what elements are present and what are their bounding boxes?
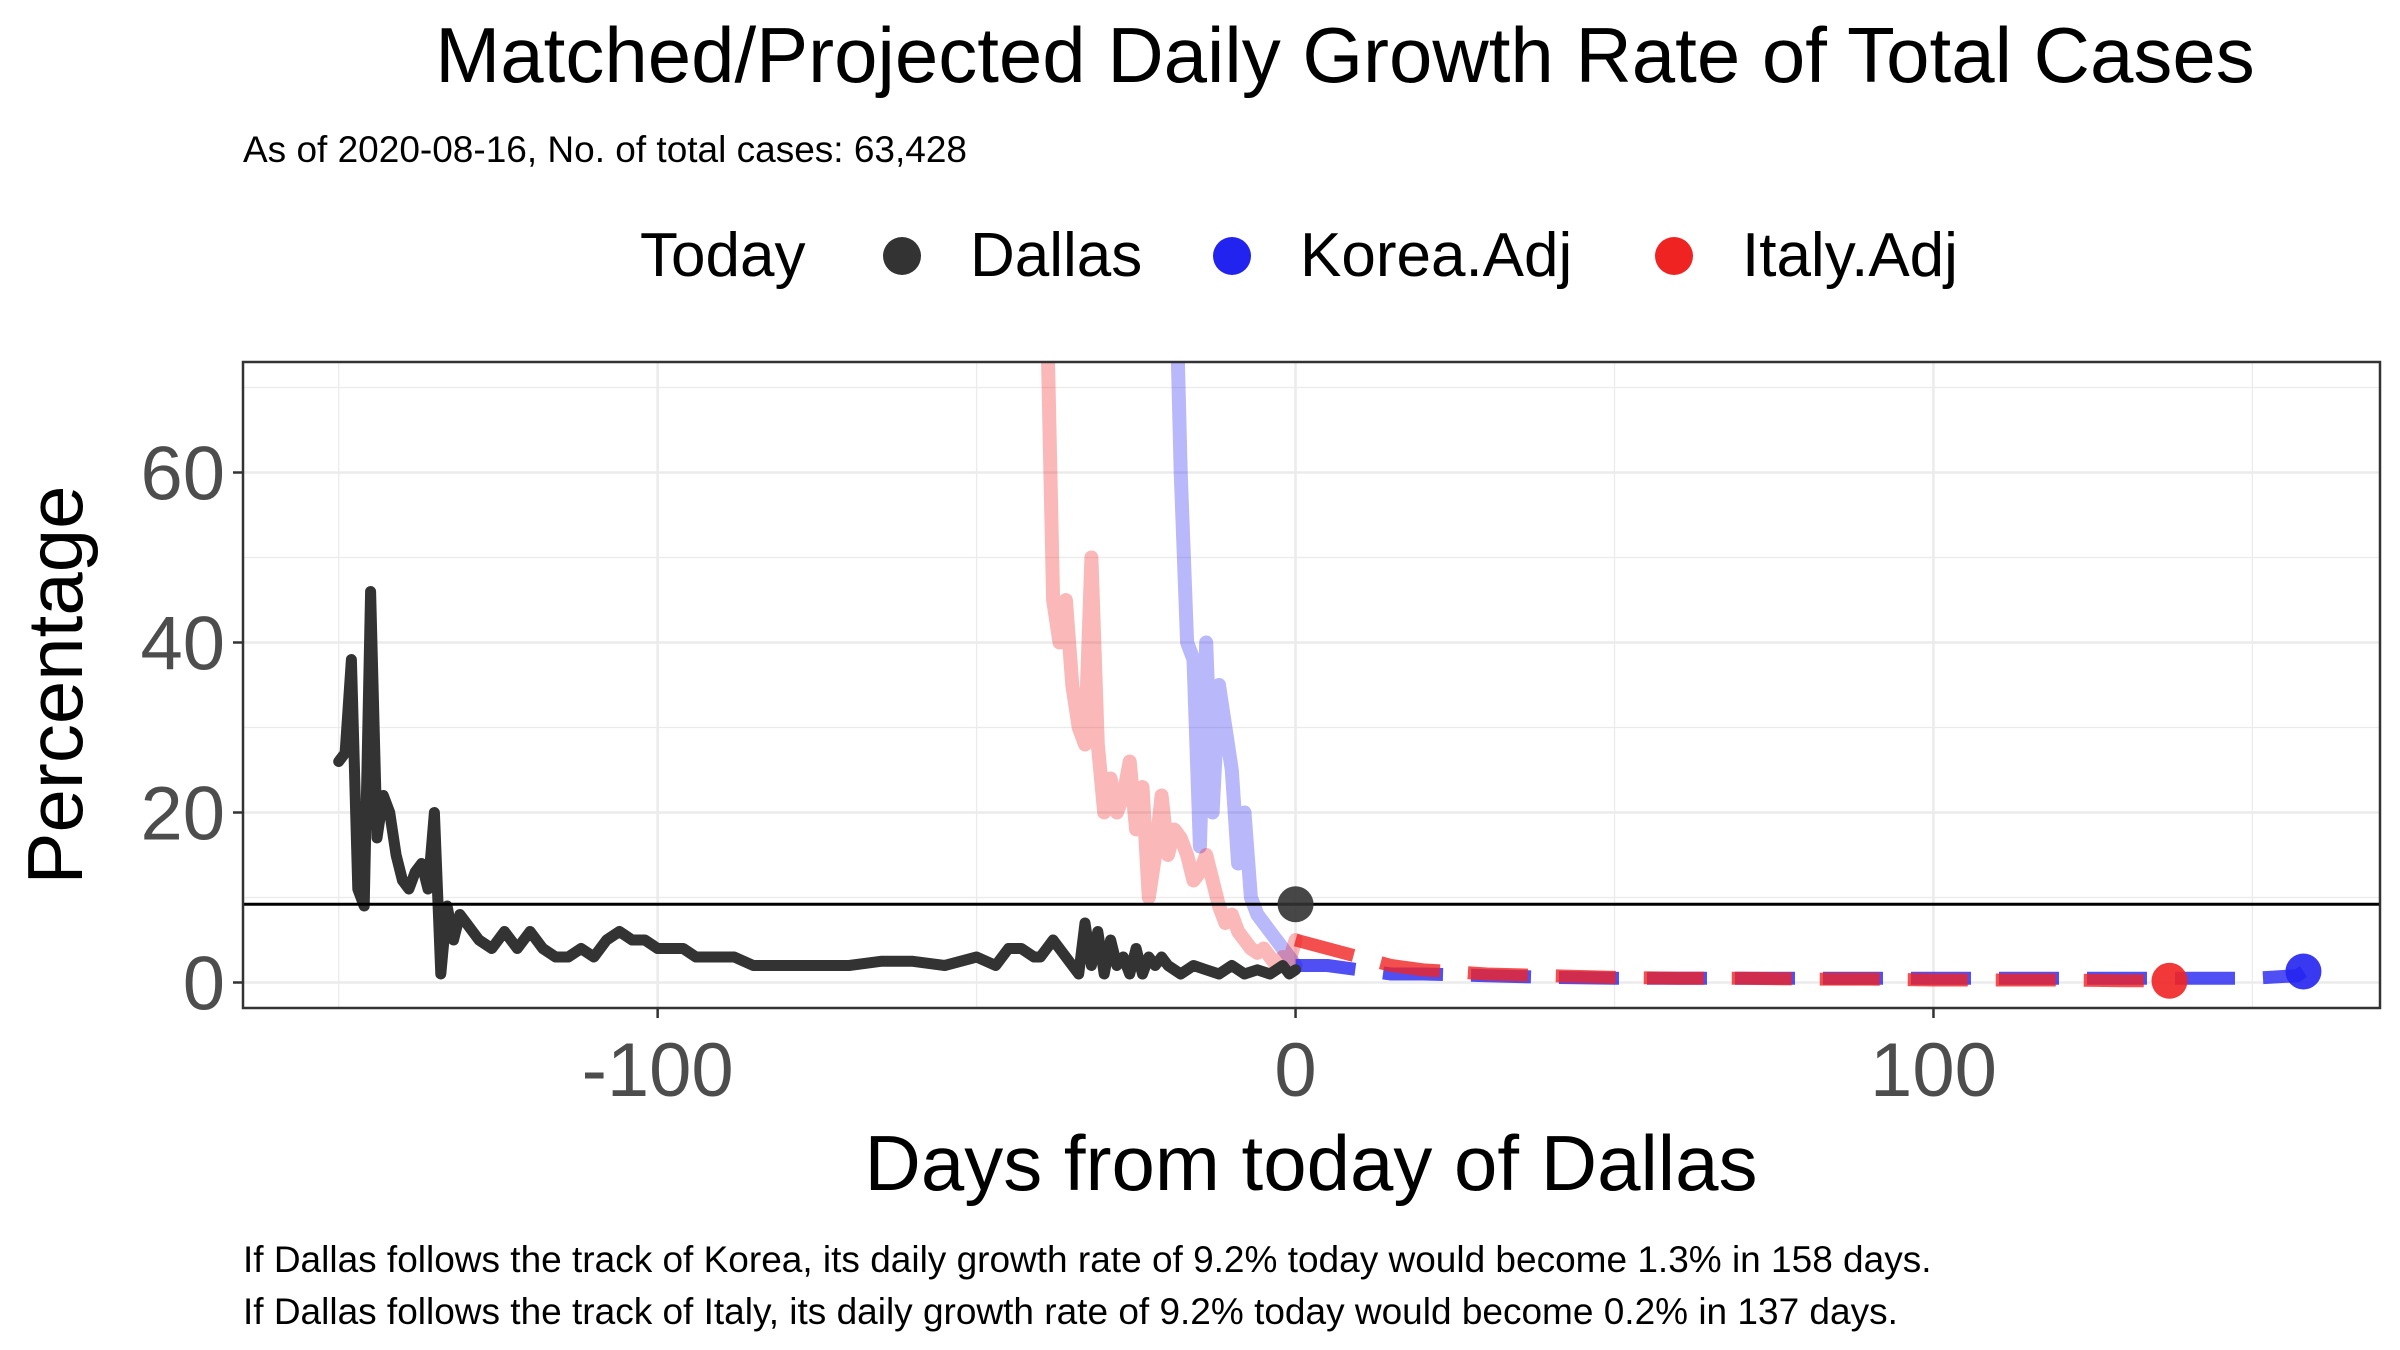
- series-line-korea-adj-matched: [1170, 362, 1303, 973]
- y-tick-label: 0: [183, 942, 225, 1027]
- x-tick-label: 0: [1274, 1028, 1316, 1113]
- grid: [243, 362, 2380, 1008]
- legend-key-korea: [1213, 237, 1251, 275]
- legend-key-dallas: [883, 237, 921, 275]
- y-tick-label: 60: [140, 432, 225, 517]
- y-tick-label: 40: [140, 602, 225, 687]
- series-line-italy-adj-matched: [1041, 362, 1303, 973]
- today-point-korea-adj: [2285, 953, 2322, 990]
- legend-title: Today: [640, 221, 805, 290]
- legend: Today Dallas Korea.Adj Italy.Adj: [640, 221, 1958, 290]
- y-tick-label: 20: [140, 772, 225, 857]
- today-point-italy-adj: [2151, 962, 2188, 999]
- chart-subtitle: As of 2020-08-16, No. of total cases: 63…: [243, 129, 967, 170]
- chart-title: Matched/Projected Daily Growth Rate of T…: [435, 11, 2254, 99]
- plot-panel-border: [241, 360, 2382, 1010]
- footnote-korea: If Dallas follows the track of Korea, it…: [243, 1239, 1932, 1280]
- legend-label-korea: Korea.Adj: [1300, 221, 1572, 290]
- today-point-dallas: [1277, 886, 1314, 923]
- x-tick-label: -100: [582, 1028, 734, 1113]
- series-line-dallas: [333, 586, 1302, 980]
- footnote-italy: If Dallas follows the track of Italy, it…: [243, 1291, 1898, 1332]
- legend-label-dallas: Dallas: [970, 221, 1142, 290]
- legend-label-italy: Italy.Adj: [1742, 221, 1958, 290]
- axis-ticks: -100 0 100 0 20 40 60: [140, 432, 1996, 1114]
- y-axis-label: Percentage: [11, 486, 99, 885]
- x-tick-label: 100: [1870, 1028, 1997, 1113]
- today-points: [1277, 886, 2322, 999]
- series-line-italy-adj-projected: [1293, 933, 2170, 988]
- x-axis-label: Days from today of Dallas: [864, 1119, 1757, 1207]
- legend-key-italy: [1655, 237, 1693, 275]
